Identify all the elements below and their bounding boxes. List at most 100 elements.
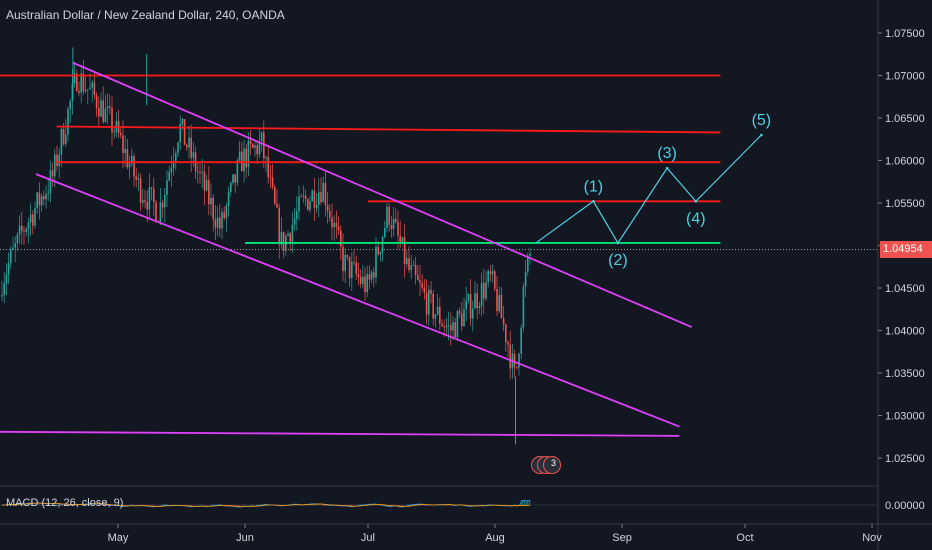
candle-body bbox=[245, 148, 247, 168]
candle bbox=[205, 174, 208, 192]
candle bbox=[480, 272, 483, 316]
candle-body bbox=[181, 119, 184, 124]
candle-body bbox=[122, 135, 124, 154]
candle bbox=[214, 205, 217, 240]
candle-body bbox=[355, 262, 357, 274]
macd-histogram-bar bbox=[523, 499, 526, 506]
candle-body bbox=[84, 89, 87, 92]
candle bbox=[225, 202, 228, 232]
candle-body bbox=[346, 254, 349, 257]
candle-body bbox=[133, 156, 135, 177]
macd-histogram-bar bbox=[251, 504, 253, 506]
candle-body bbox=[432, 293, 434, 319]
macd-histogram-bar bbox=[228, 505, 231, 506]
candle bbox=[183, 119, 186, 145]
candle bbox=[188, 125, 190, 160]
candle bbox=[197, 162, 199, 184]
macd-histogram-bar bbox=[163, 504, 166, 506]
macd-histogram-bar bbox=[233, 505, 236, 506]
candle bbox=[439, 297, 441, 331]
candle bbox=[168, 165, 170, 182]
candle-body bbox=[379, 251, 382, 255]
candle bbox=[494, 269, 496, 292]
macd-histogram-bar bbox=[103, 505, 106, 506]
price-tick-label: 1.03500 bbox=[885, 368, 925, 380]
candle bbox=[403, 224, 406, 278]
candle-body bbox=[51, 170, 54, 177]
candle-body bbox=[410, 265, 412, 271]
candle bbox=[23, 225, 25, 245]
candle-body bbox=[186, 144, 188, 148]
candle bbox=[370, 269, 373, 283]
macd-histogram-bar bbox=[88, 504, 91, 506]
candle bbox=[483, 268, 485, 314]
candle-body bbox=[377, 246, 379, 255]
time-tick-label: Aug bbox=[485, 532, 505, 544]
candle bbox=[49, 160, 52, 203]
events-badge[interactable]: 3 bbox=[531, 456, 565, 474]
time-tick-label: May bbox=[108, 532, 129, 544]
macd-histogram-bar bbox=[201, 504, 203, 506]
candle bbox=[139, 173, 142, 212]
candle-body bbox=[190, 137, 192, 158]
macd-histogram-bar bbox=[21, 504, 23, 506]
candle-body bbox=[146, 201, 148, 210]
candle-body bbox=[172, 161, 175, 168]
last-price-tag: 1.04954 bbox=[880, 241, 932, 259]
macd-histogram-bar bbox=[521, 499, 523, 506]
price-tick-label: 1.04000 bbox=[885, 326, 925, 338]
candle bbox=[254, 142, 256, 157]
candle bbox=[142, 189, 144, 208]
candle-body bbox=[423, 287, 426, 293]
candle bbox=[384, 221, 386, 239]
candle-body bbox=[69, 101, 71, 109]
candle bbox=[258, 128, 261, 159]
macd-histogram-bar bbox=[238, 505, 241, 506]
time-tick-label: Sep bbox=[612, 532, 632, 544]
candle bbox=[423, 278, 426, 300]
candle bbox=[529, 247, 531, 265]
candle bbox=[287, 229, 289, 237]
candle-body bbox=[443, 326, 445, 328]
candle bbox=[67, 106, 69, 142]
candle-body bbox=[487, 271, 489, 283]
candle bbox=[472, 300, 474, 332]
candle bbox=[476, 283, 478, 320]
candle bbox=[344, 247, 346, 284]
candle bbox=[375, 237, 377, 284]
candle bbox=[12, 237, 14, 251]
candle-body bbox=[159, 202, 162, 223]
candle-body bbox=[166, 180, 168, 195]
candle bbox=[120, 126, 122, 139]
macd-histogram-bar bbox=[16, 504, 18, 506]
candle-body bbox=[271, 177, 274, 188]
candle bbox=[408, 246, 410, 273]
macd-histogram-bar bbox=[316, 504, 318, 506]
candle bbox=[106, 93, 109, 124]
candle-body bbox=[307, 199, 309, 210]
candle-body bbox=[529, 253, 531, 256]
candle bbox=[104, 94, 107, 123]
candle-body bbox=[509, 344, 511, 369]
candle bbox=[467, 292, 470, 304]
candle-body bbox=[183, 119, 186, 145]
candle bbox=[93, 72, 96, 100]
macd-histogram-bar bbox=[408, 504, 411, 506]
candle bbox=[21, 211, 23, 245]
candle-body bbox=[128, 163, 131, 168]
candle-body bbox=[296, 211, 298, 219]
candle-body bbox=[474, 293, 476, 309]
macd-histogram-bar bbox=[213, 504, 216, 506]
candle-body bbox=[126, 148, 129, 168]
trend-line bbox=[72, 61, 693, 328]
candle bbox=[111, 96, 113, 147]
candle-body bbox=[450, 325, 452, 331]
price-tick-label: 1.06500 bbox=[885, 113, 925, 125]
macd-histogram-bar bbox=[106, 505, 108, 506]
macd-histogram-bar bbox=[61, 505, 63, 506]
candle-body bbox=[368, 274, 371, 280]
macd-histogram-bar bbox=[396, 505, 398, 506]
candle bbox=[357, 262, 360, 285]
candle bbox=[329, 204, 331, 222]
